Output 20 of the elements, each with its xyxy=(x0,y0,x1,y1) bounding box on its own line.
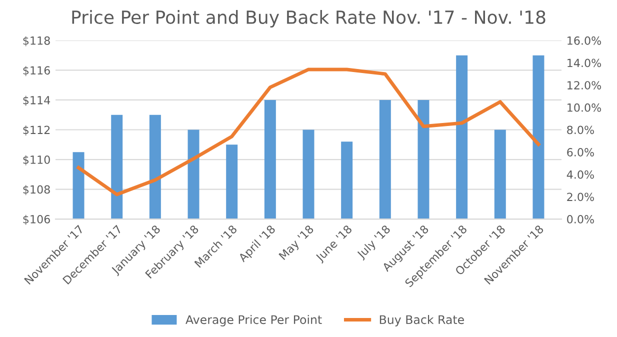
chart-title: Price Per Point and Buy Back Rate Nov. '17 - Nov. '18 xyxy=(72,10,546,28)
y2-tick-label: 14.0% xyxy=(568,58,602,68)
y-tick-label: $118 xyxy=(23,36,50,46)
y-tick-label: $106 xyxy=(23,214,50,225)
y2-tick-label: 0.0% xyxy=(567,215,594,224)
y2-tick-label: 8.0% xyxy=(567,126,594,134)
legend-label: Average Price Per Point xyxy=(186,314,322,326)
y2-tick-label: 16.0% xyxy=(568,36,602,45)
y-tick-label: $110 xyxy=(23,155,50,166)
y2-tick-label: 2.0% xyxy=(567,192,594,202)
y2-tick-label: 6.0% xyxy=(567,148,594,156)
legend-label: Buy Back Rate xyxy=(380,314,464,326)
y-tick-label: $112 xyxy=(23,126,50,136)
y-tick-label: $108 xyxy=(23,185,50,196)
y-tick-label: $116 xyxy=(23,66,50,76)
y2-tick-label: 12.0% xyxy=(568,81,602,90)
line-series xyxy=(76,68,540,196)
y-tick-label: $114 xyxy=(23,96,50,106)
y2-tick-label: 10.0% xyxy=(568,103,602,112)
y2-tick-label: 4.0% xyxy=(566,170,594,179)
